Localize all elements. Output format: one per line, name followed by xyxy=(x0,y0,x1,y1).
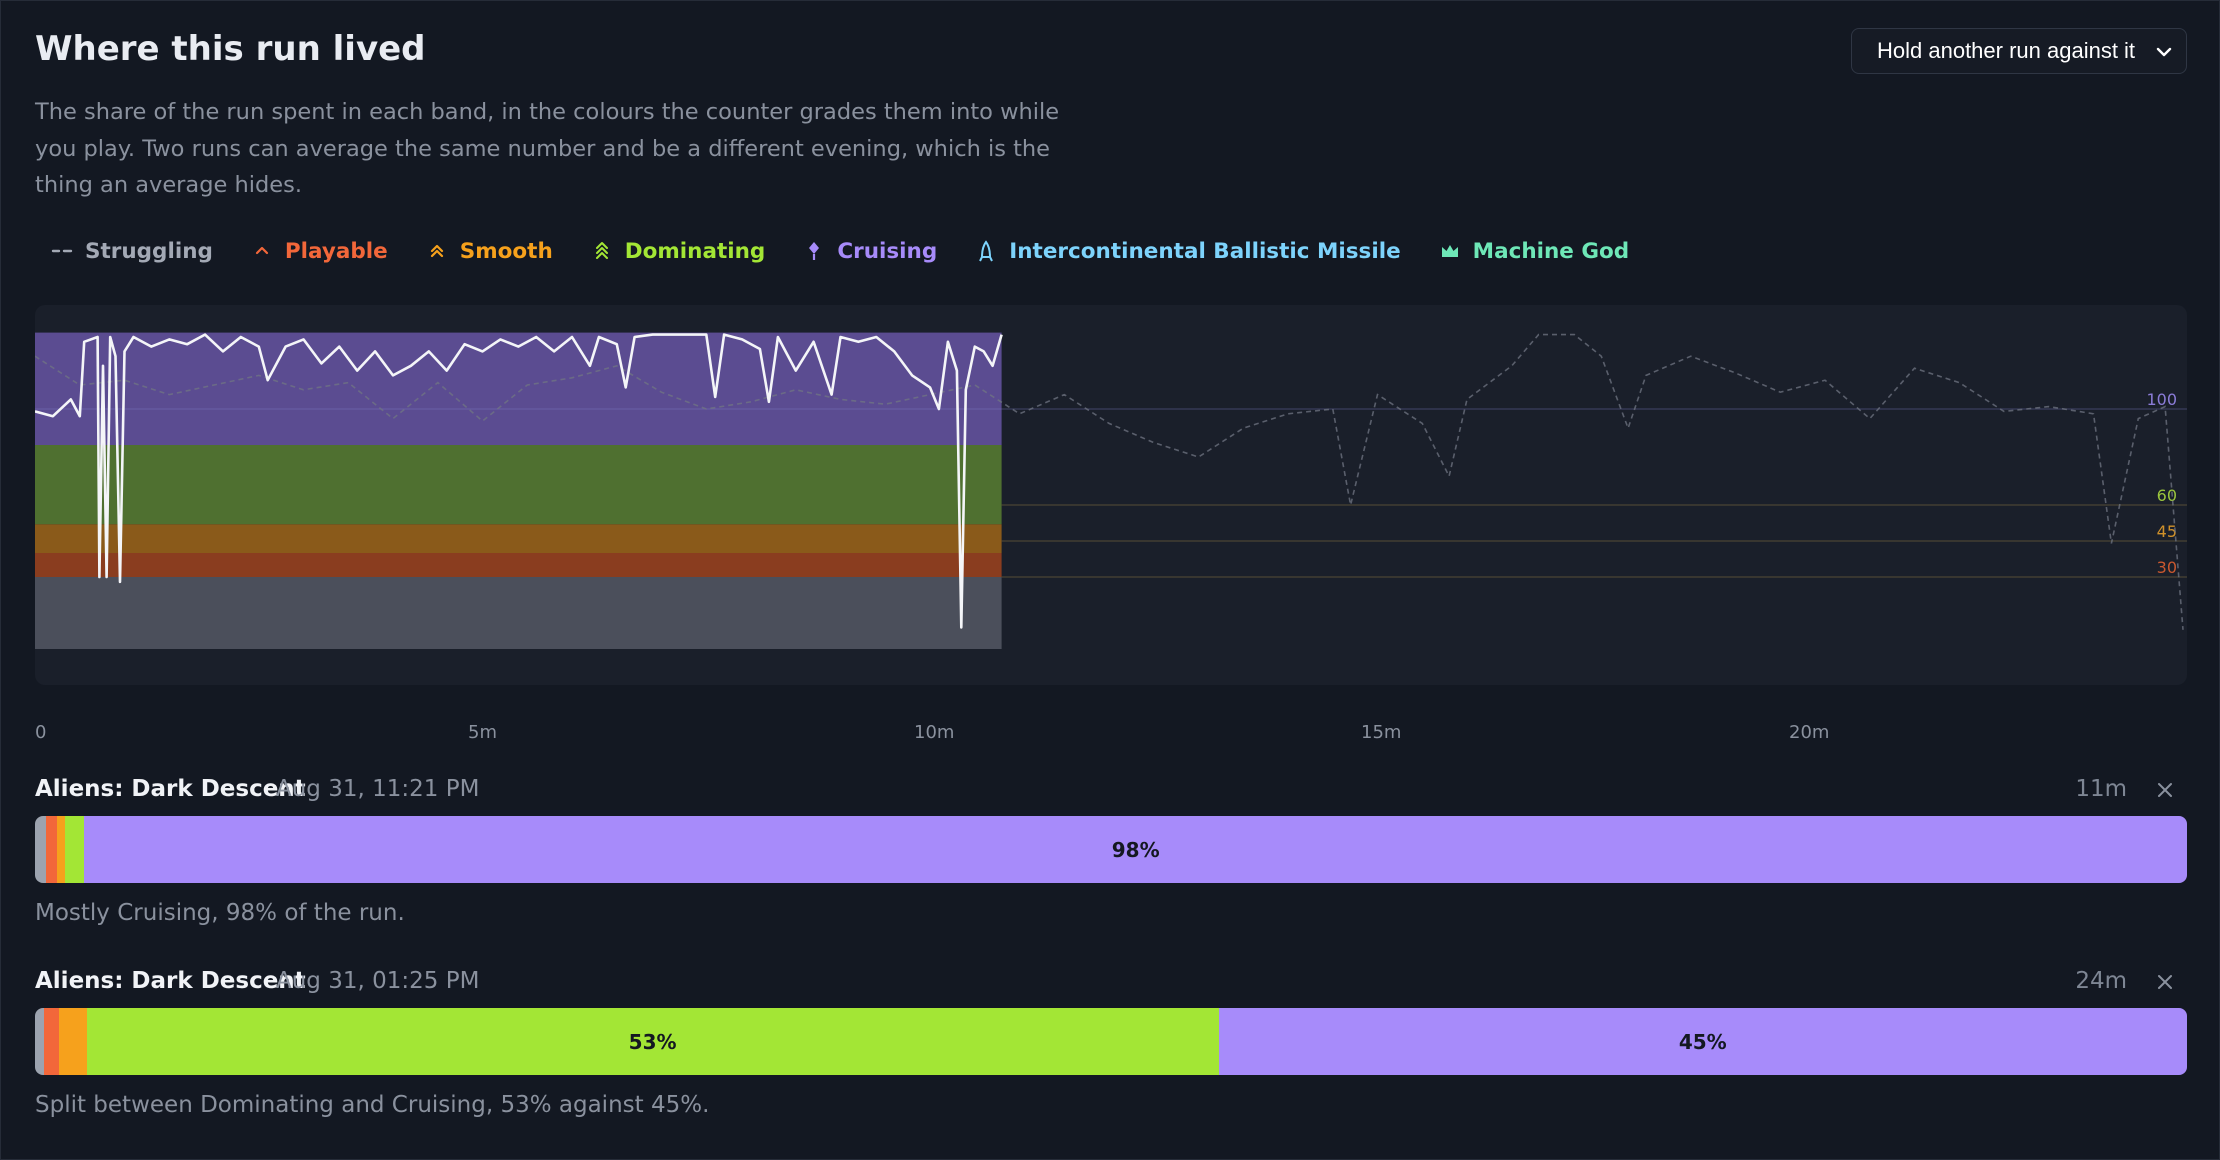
section-title: Where this run lived xyxy=(35,29,426,69)
band-segment-playable xyxy=(45,816,57,883)
crown-icon xyxy=(1441,245,1458,257)
dash-icon xyxy=(51,249,73,253)
band-segment-dominating xyxy=(65,816,85,883)
threshold-label: 100 xyxy=(2146,390,2177,409)
missile-icon xyxy=(979,240,994,262)
x-tick-label: 0 xyxy=(35,722,47,743)
x-tick-label: 15m xyxy=(1361,722,1402,743)
band-segment-struggling xyxy=(35,1008,44,1075)
compare-run-select[interactable]: Hold another run against it xyxy=(1851,28,2187,74)
legend-item-playable: Playable xyxy=(251,239,388,264)
band-area-struggling xyxy=(35,577,1002,649)
run-summary: Mostly Cruising, 98% of the run. xyxy=(35,900,405,926)
triple-chevron-up-icon xyxy=(595,242,608,259)
run-header: Aliens: Dark Descent Aug 31, 01:25 PM 24… xyxy=(35,968,2187,1002)
segment-percent-label: 98% xyxy=(1111,838,1160,862)
run-header: Aliens: Dark Descent Aug 31, 11:21 PM 11… xyxy=(35,776,2187,810)
band-segment-smooth xyxy=(58,1008,87,1075)
band-legend: Struggling Playable Smooth Dominating Cr… xyxy=(51,236,1667,266)
band-area-cruising xyxy=(35,332,1002,445)
run-row: Aliens: Dark Descent Aug 31, 01:25 PM 24… xyxy=(35,968,2187,1118)
primary-run-line xyxy=(35,333,1003,629)
legend-label: Dominating xyxy=(624,238,766,264)
band-share-bar: 53% 45% xyxy=(35,1008,2187,1075)
legend-item-smooth: Smooth xyxy=(426,239,553,264)
legend-label: Intercontinental Ballistic Missile xyxy=(1009,238,1401,264)
legend-item-dominating: Dominating xyxy=(591,238,766,264)
band-segment-playable xyxy=(43,1008,59,1075)
threshold-label: 60 xyxy=(2157,486,2177,505)
legend-item-icbm: Intercontinental Ballistic Missile xyxy=(975,238,1401,264)
close-icon[interactable] xyxy=(2155,972,2175,992)
chevron-down-icon xyxy=(2156,47,2172,57)
threshold-label: 45 xyxy=(2157,522,2177,541)
legend-item-struggling: Struggling xyxy=(51,239,213,264)
band-area-playable xyxy=(35,553,1002,577)
run-duration: 24m xyxy=(2075,968,2127,994)
band-area-dominating xyxy=(35,445,1002,525)
band-segment-smooth xyxy=(56,816,66,883)
run-duration: 11m xyxy=(2075,776,2127,802)
run-date: Aug 31, 01:25 PM xyxy=(276,968,480,994)
close-icon[interactable] xyxy=(2155,780,2175,800)
x-tick-label: 10m xyxy=(914,722,955,743)
section-description: The share of the run spent in each band,… xyxy=(35,99,1060,198)
segment-percent-label: 45% xyxy=(1678,1030,1727,1054)
band-segment-cruising: 98% xyxy=(84,816,2187,883)
compare-run-select-value: Hold another run against it xyxy=(1877,38,2136,63)
threshold-label: 30 xyxy=(2157,558,2177,577)
band-segment-dominating: 53% xyxy=(86,1008,1219,1075)
double-chevron-up-icon xyxy=(430,244,443,258)
run-row: Aliens: Dark Descent Aug 31, 11:21 PM 11… xyxy=(35,776,2187,926)
band-area-smooth xyxy=(35,524,1002,553)
x-tick-label: 20m xyxy=(1789,722,1830,743)
legend-label: Cruising xyxy=(837,238,938,264)
band-share-bar: 98% xyxy=(35,816,2187,883)
x-tick-label: 5m xyxy=(468,722,497,743)
segment-percent-label: 53% xyxy=(628,1030,677,1054)
legend-label: Machine God xyxy=(1472,238,1630,264)
legend-item-machine-god: Machine God xyxy=(1439,238,1630,264)
legend-label: Smooth xyxy=(459,238,553,264)
compared-run-line xyxy=(35,333,2184,630)
run-game-name: Aliens: Dark Descent xyxy=(35,776,306,802)
chevron-up-icon xyxy=(255,246,268,255)
run-date: Aug 31, 11:21 PM xyxy=(276,776,480,802)
frame-rate-chart-svg: 100 60 45 30 xyxy=(35,305,2187,685)
band-segment-struggling xyxy=(35,816,46,883)
legend-label: Struggling xyxy=(85,238,213,264)
legend-label: Playable xyxy=(284,238,388,264)
band-segment-cruising: 45% xyxy=(1218,1008,2187,1075)
run-game-name: Aliens: Dark Descent xyxy=(35,968,306,994)
rocket-icon xyxy=(809,242,820,260)
frame-rate-chart: 100 60 45 30 xyxy=(35,305,2187,685)
legend-item-cruising: Cruising xyxy=(803,239,937,264)
run-summary: Split between Dominating and Cruising, 5… xyxy=(35,1092,710,1118)
